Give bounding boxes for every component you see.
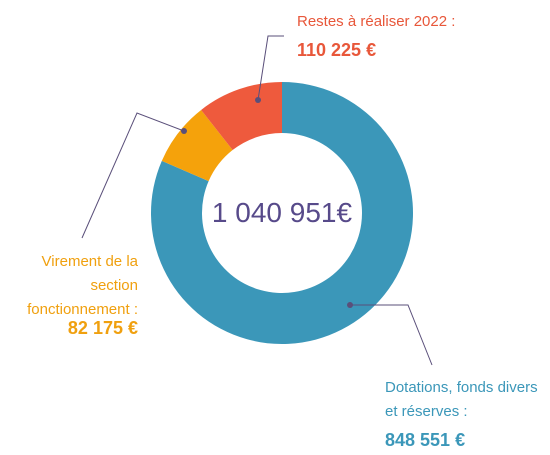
leader-line xyxy=(257,35,284,101)
leader-line xyxy=(81,112,185,239)
value-label: 110 225 € xyxy=(297,40,377,60)
donut-segment xyxy=(161,109,233,182)
label: Restes à réaliser 2022 : xyxy=(297,13,456,30)
label: Virement de la section fonctionnement : xyxy=(27,253,138,318)
value-label: 848 551 € xyxy=(385,430,466,450)
center-total: 1 040 951€ xyxy=(212,197,353,228)
label: Dotations, fonds divers et réserves : xyxy=(385,379,538,420)
leader-dot xyxy=(347,302,353,308)
donut-segment xyxy=(201,82,282,151)
donut-segment xyxy=(151,82,414,344)
value-label: 82 175 € xyxy=(67,318,138,338)
leader-dot xyxy=(181,128,187,134)
leader-dot xyxy=(255,97,261,103)
leader-line xyxy=(350,304,433,366)
